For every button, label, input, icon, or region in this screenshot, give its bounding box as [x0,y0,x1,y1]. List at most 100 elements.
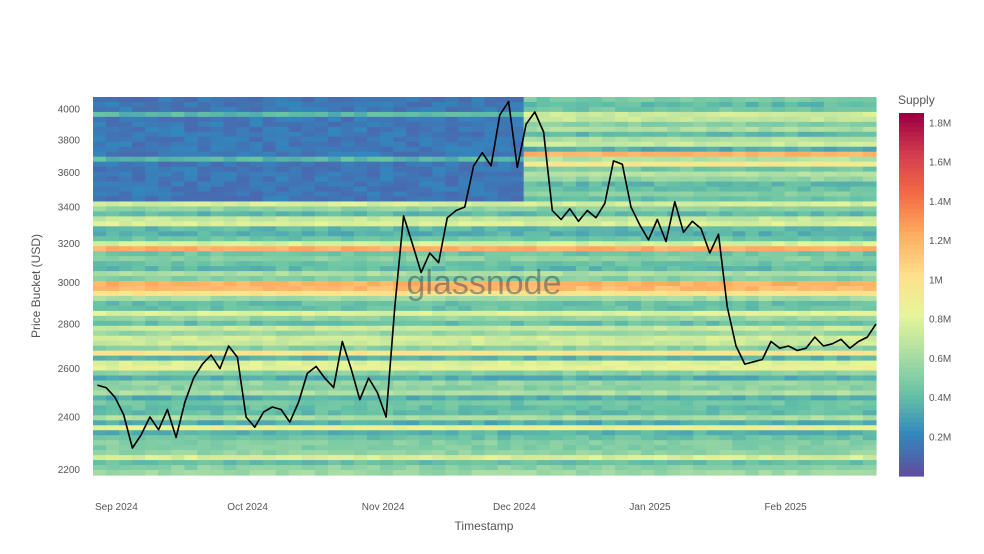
heatmap-cell [810,375,825,382]
heatmap-cell [106,126,120,133]
heatmap-cell [732,181,747,188]
heatmap-cell [327,231,342,237]
heatmap-cell [601,151,616,158]
heatmap-cell [275,271,290,277]
heatmap-cell [445,340,459,347]
heatmap-cell [601,470,616,476]
heatmap-cell [210,97,225,103]
heatmap-cell [484,186,499,193]
heatmap-cell [484,315,499,322]
heatmap-cell [523,365,538,372]
heatmap-cell [119,226,133,232]
heatmap-cell [562,211,577,217]
heatmap-cell [784,365,799,372]
heatmap-cell [119,116,133,123]
heatmap-cell [862,241,877,247]
heatmap-cell [406,151,420,158]
heatmap-cell [327,300,342,307]
heatmap-cell [419,186,433,193]
heatmap-cell [458,345,473,352]
heatmap-cell [288,295,303,302]
heatmap-cell [327,236,342,242]
heatmap-cell [93,345,107,352]
heatmap-cell [628,330,642,337]
heatmap-cell [354,350,368,357]
colorbar-segment [899,385,924,391]
heatmap-cell [158,116,172,123]
heatmap-cell [171,166,185,173]
heatmap-cell [301,325,316,332]
heatmap-cell [145,395,159,401]
heatmap-cell [497,286,512,292]
heatmap-cell [458,146,473,153]
heatmap-cell [380,221,394,227]
heatmap-cell [745,176,760,183]
heatmap-cell [145,231,159,237]
heatmap-cell [628,295,642,302]
heatmap-cell [210,290,225,297]
heatmap-cell [93,211,107,217]
heatmap-cell [810,211,825,217]
heatmap-cell [145,430,159,436]
heatmap-cell [862,400,877,406]
heatmap-cell [588,281,603,287]
heatmap-cell [862,261,877,267]
heatmap-cell [471,410,486,416]
heatmap-cell [249,226,264,232]
heatmap-cell [458,300,473,307]
heatmap-cell [575,231,590,237]
heatmap-cell [667,295,681,302]
heatmap-cell [588,460,603,466]
heatmap-cell [706,146,720,153]
heatmap-cell [432,365,446,372]
heatmap-cell [719,211,734,217]
heatmap-cell [601,141,616,148]
heatmap-cell [862,455,877,461]
heatmap-cell [615,136,629,143]
heatmap-cell [719,201,734,208]
heatmap-cell [340,370,355,377]
heatmap-cell [340,141,355,148]
heatmap-cell [771,410,786,416]
heatmap-cell [301,420,316,426]
heatmap-cell [667,171,681,178]
heatmap-cell [575,226,590,232]
heatmap-cell [588,380,603,387]
heatmap-cell [145,251,159,257]
heatmap-cell [288,380,303,387]
heatmap-cell [628,365,642,372]
heatmap-cell [432,141,446,148]
heatmap-cell [119,385,133,392]
heatmap-cell [641,196,655,203]
heatmap-cell [210,156,225,163]
heatmap-cell [628,420,642,426]
heatmap-cell [628,261,642,267]
heatmap-cell [301,435,316,441]
heatmap-cell [693,196,707,203]
heatmap-cell [706,330,720,337]
heatmap-cell [536,370,551,377]
heatmap-cell [549,470,564,476]
colorbar-segment [899,358,924,364]
heatmap-cell [210,370,225,377]
heatmap-cell [106,286,120,292]
heatmap-cell [249,465,264,471]
heatmap-cell [236,166,251,173]
heatmap-cell [536,410,551,416]
heatmap-cell [119,400,133,406]
heatmap-cell [836,415,851,421]
heatmap-cell [510,360,525,367]
heatmap-cell [301,171,316,178]
heatmap-cell [236,455,251,461]
heatmap-cell [145,435,159,441]
heatmap-cell [106,171,120,178]
heatmap-cell [784,176,799,183]
heatmap-cell [797,325,812,332]
heatmap-cell [367,236,381,242]
heatmap-cell [236,430,251,436]
heatmap-cell [158,136,172,143]
heatmap-cell [432,246,446,252]
heatmap-cell [771,420,786,426]
heatmap-cell [823,400,838,406]
heatmap-cell [471,290,486,297]
